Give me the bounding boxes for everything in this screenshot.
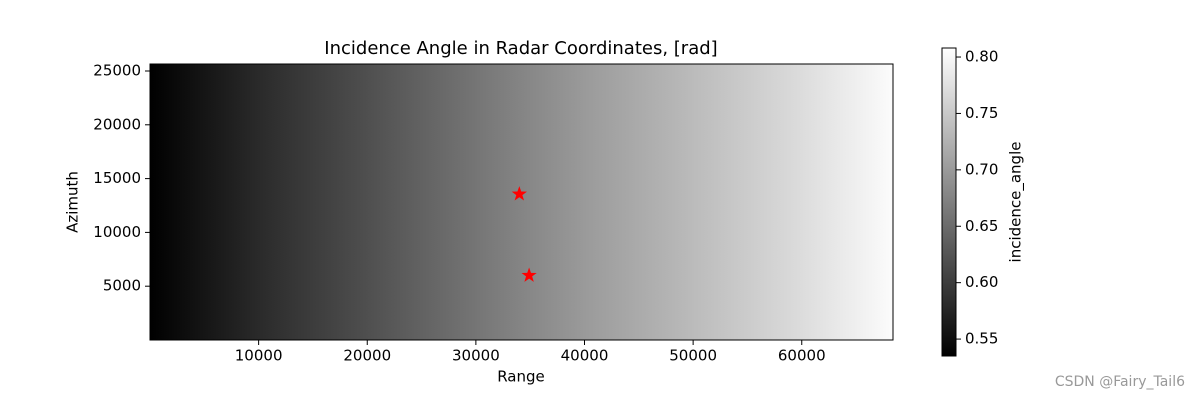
y-tick-label: 10000 [93, 223, 141, 241]
watermark: CSDN @Fairy_Tail6 [1055, 374, 1185, 390]
y-axis-label: Azimuth [64, 171, 82, 233]
heatmap-cell [692, 64, 803, 340]
x-tick-label: 20000 [343, 347, 391, 365]
y-tick-label: 5000 [103, 277, 141, 295]
colorbar-label: incidence_angle [1007, 142, 1026, 263]
heatmap-cell [258, 64, 368, 340]
heatmap-cell [366, 64, 477, 340]
colorbar-tick-label: 0.75 [965, 104, 998, 122]
colorbar-tick-label: 0.80 [965, 48, 998, 66]
star-marker [511, 186, 527, 201]
heatmap-cell [149, 64, 259, 340]
colorbar-tick-label: 0.60 [965, 273, 998, 291]
heatmap-cell [475, 64, 585, 340]
star-marker [521, 267, 537, 282]
colorbar-tick-label: 0.55 [965, 330, 998, 348]
x-tick-label: 10000 [235, 347, 283, 365]
plot-frame [149, 63, 894, 341]
heatmap-cell [584, 64, 694, 340]
x-tick-label: 50000 [669, 347, 717, 365]
x-axis-label: Range [497, 368, 545, 386]
y-tick-label: 25000 [93, 61, 141, 79]
heatmap-cell [801, 64, 894, 340]
colorbar-tick-label: 0.65 [965, 217, 998, 235]
y-tick-label: 15000 [93, 169, 141, 187]
y-tick-label: 20000 [93, 115, 141, 133]
x-tick-label: 60000 [778, 347, 826, 365]
chart-title: Incidence Angle in Radar Coordinates, [r… [324, 38, 717, 59]
colorbar [941, 47, 957, 357]
x-tick-label: 30000 [452, 347, 500, 365]
x-tick-label: 40000 [561, 347, 609, 365]
colorbar-tick-label: 0.70 [965, 160, 998, 178]
